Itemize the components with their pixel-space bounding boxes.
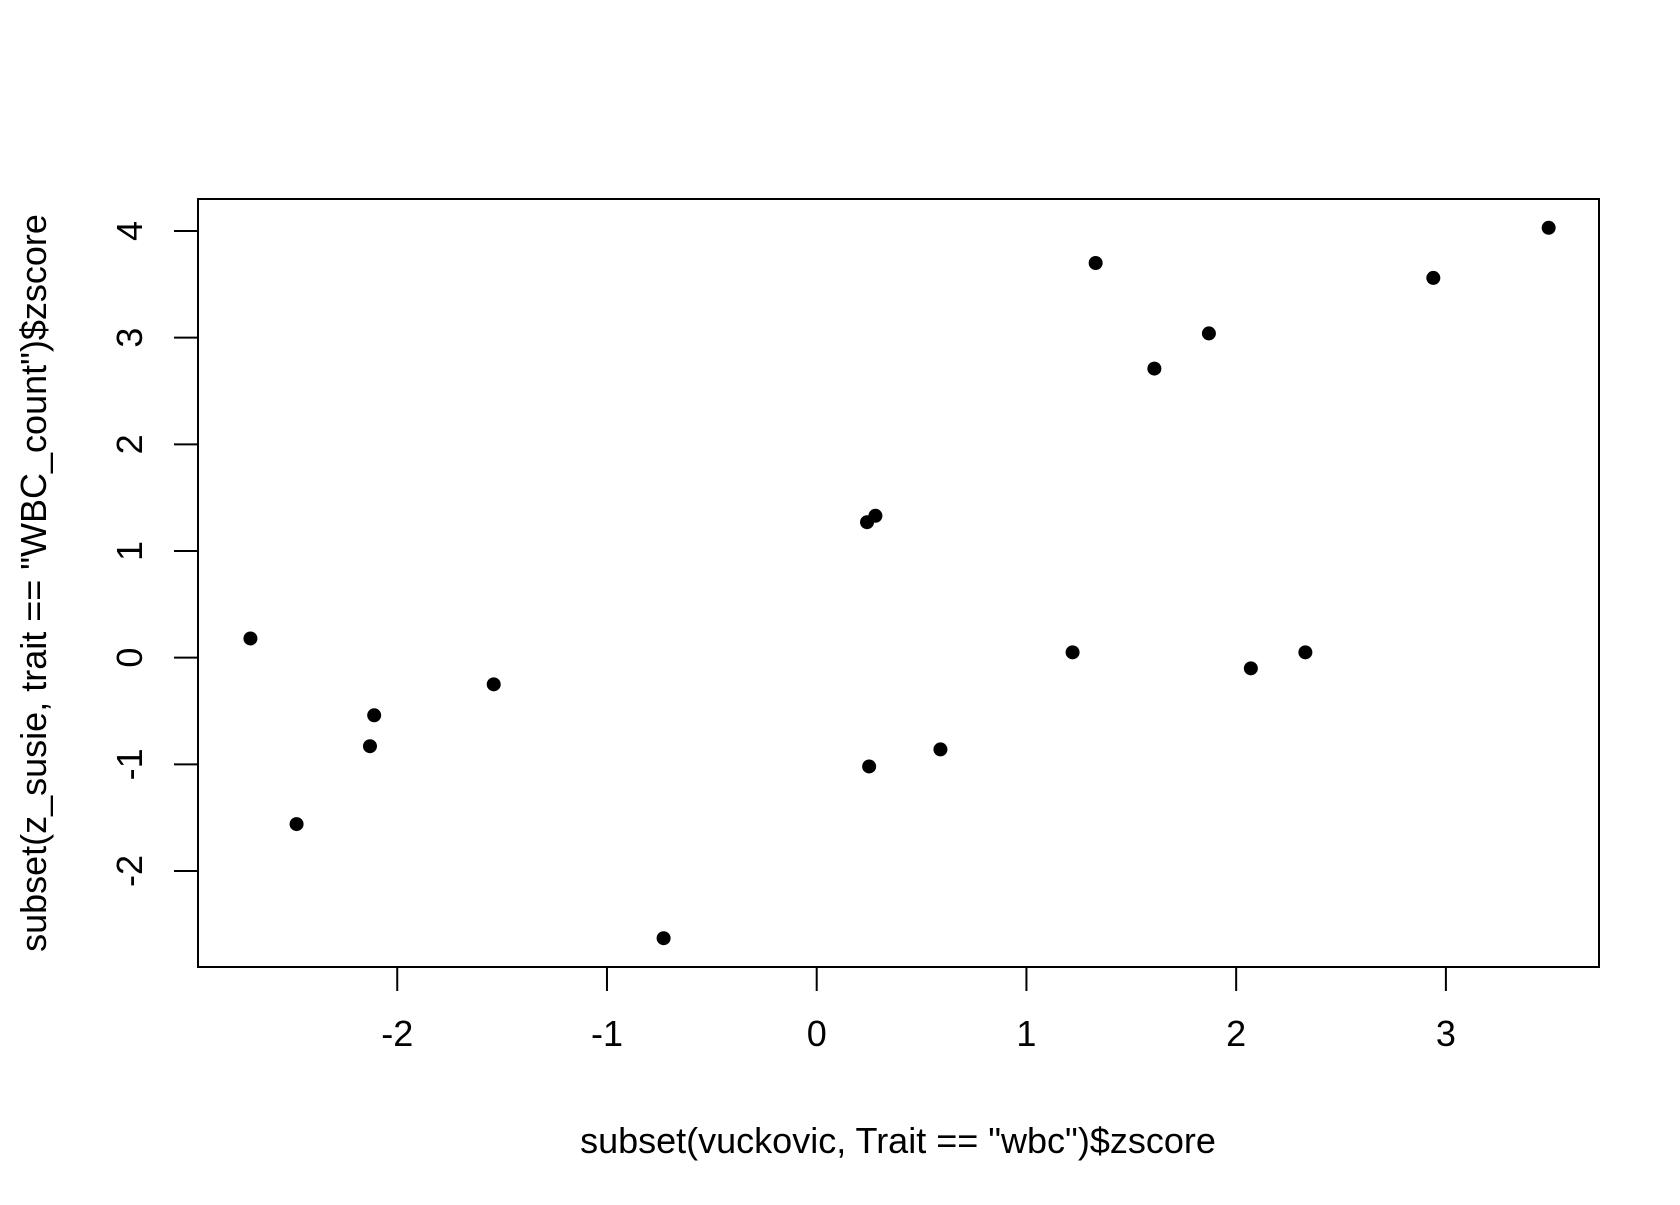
data-point <box>362 739 377 754</box>
x-tick-label: -1 <box>591 1013 623 1054</box>
x-tick-label: 2 <box>1226 1013 1246 1054</box>
data-point <box>656 931 671 946</box>
y-tick-label: -2 <box>109 855 150 887</box>
x-axis: -2 -1 0 1 2 3 <box>381 966 1456 1054</box>
x-tick-label: 3 <box>1436 1013 1456 1054</box>
data-point <box>1065 645 1080 660</box>
data-point <box>868 508 883 523</box>
y-tick-label: 4 <box>109 221 150 241</box>
y-axis: -2 -1 0 1 2 3 4 <box>109 221 199 887</box>
x-axis-title: subset(vuckovic, Trait == "wbc")$zscore <box>580 1120 1216 1161</box>
data-point <box>1298 645 1313 660</box>
y-axis-title: subset(z_susie, trait == "WBC_count")$zs… <box>13 214 54 952</box>
y-tick-label: 1 <box>109 541 150 561</box>
plot-frame <box>197 198 1600 968</box>
data-point <box>1147 361 1162 376</box>
data-point <box>862 759 877 774</box>
data-point <box>1426 270 1441 285</box>
data-point <box>289 817 304 832</box>
y-tick-label: 3 <box>109 328 150 348</box>
data-point <box>486 677 501 692</box>
data-point <box>933 742 948 757</box>
y-tick-label: 0 <box>109 648 150 668</box>
data-points <box>243 220 1556 946</box>
data-point <box>1088 256 1103 270</box>
data-point <box>367 708 382 723</box>
x-tick-label: -2 <box>381 1013 413 1054</box>
data-point <box>1201 326 1216 341</box>
y-tick-label: 2 <box>109 434 150 454</box>
data-point <box>1541 220 1556 235</box>
data-point <box>1243 661 1258 676</box>
data-point <box>243 631 258 646</box>
x-tick-label: 1 <box>1016 1013 1036 1054</box>
x-tick-label: 0 <box>807 1013 827 1054</box>
y-tick-label: -1 <box>109 748 150 780</box>
